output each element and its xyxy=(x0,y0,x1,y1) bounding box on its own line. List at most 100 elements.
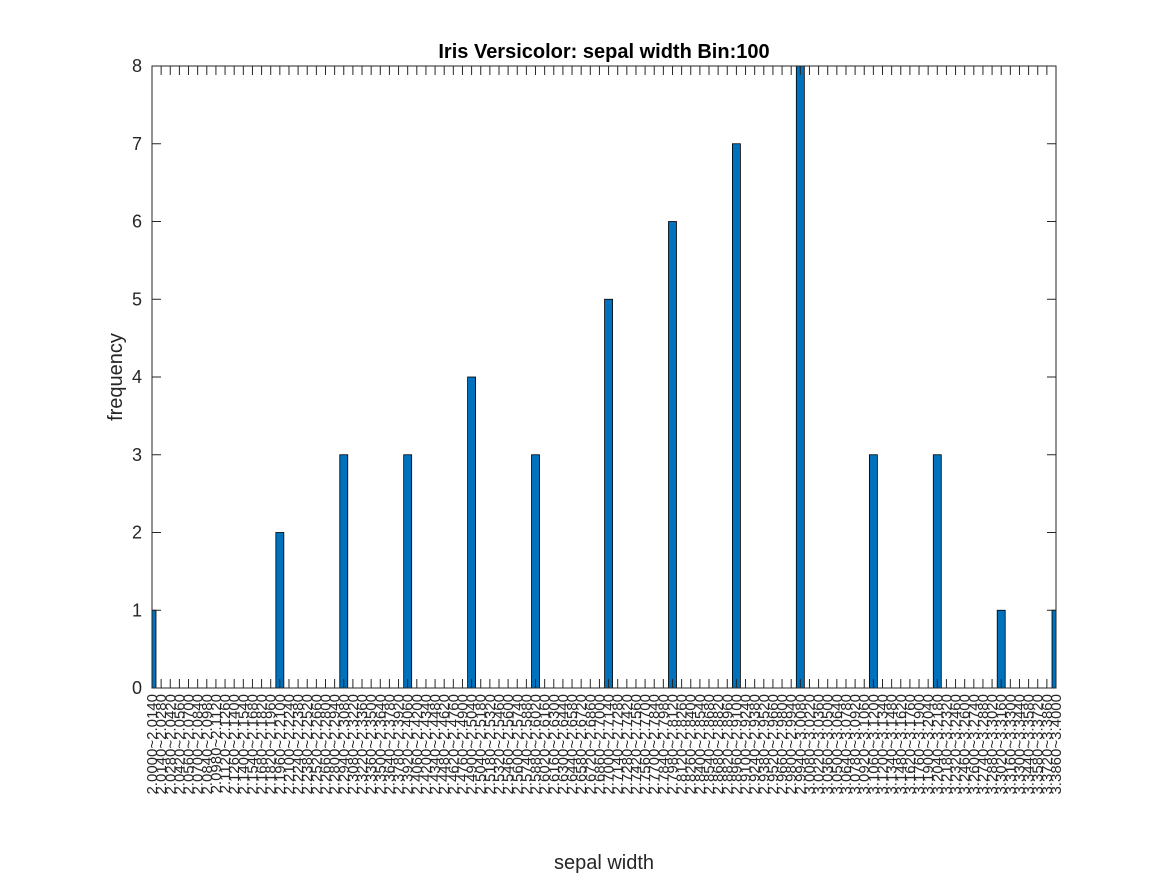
histogram-bar xyxy=(868,454,878,689)
y-tick-label: 0 xyxy=(132,678,142,698)
y-tick-label: 2 xyxy=(132,523,142,543)
x-tick-label: 2.3640~2.3780 xyxy=(381,694,398,795)
x-tick-label: 3.1620~3.1760 xyxy=(902,694,919,795)
x-tick-label: 3.1900~3.2040 xyxy=(920,694,937,795)
x-tick-label: 3.1200~3.1340 xyxy=(875,694,892,795)
histogram-bar xyxy=(795,65,805,689)
x-tick-label: 2.4480~2.4620 xyxy=(436,694,453,795)
x-tick-label: 2.7140~2.7280 xyxy=(610,694,627,795)
chart-title: Iris Versicolor: sepal width Bin:100 xyxy=(438,41,769,63)
x-tick-label: 2.7700~2.7840 xyxy=(646,694,663,795)
histogram-bar xyxy=(467,376,476,689)
y-tick-label: 4 xyxy=(132,367,142,387)
x-tick-label: 2.3500~2.3640 xyxy=(372,694,389,795)
x-tick-label: 3.2180~3.2320 xyxy=(938,694,955,795)
x-tick-label: 2.8960~2.9100 xyxy=(728,694,745,795)
histogram-bar xyxy=(668,221,677,689)
x-tick-label: 2.8400~2.8540 xyxy=(692,694,709,795)
x-tick-label: 3.0080~3.0220 xyxy=(801,694,818,795)
x-tick-label: 2.3220~2.3360 xyxy=(354,694,371,795)
histogram-bar xyxy=(151,609,157,689)
x-tick-label: 2.5460~2.5600 xyxy=(500,694,517,795)
x-tick-label: 2.1400~2.1540 xyxy=(235,694,252,795)
y-axis-label: frequency xyxy=(105,333,127,421)
x-tick-label: 3.3160~3.3300 xyxy=(1002,694,1019,795)
x-tick-label: 2.6160~2.6300 xyxy=(546,694,563,795)
y-tick-labels: 0 1 2 3 4 5 6 7 8 xyxy=(132,56,142,698)
x-tick-label: 2.9100~2.9240 xyxy=(738,694,755,795)
x-tick-label: 2.9940~3.0080 xyxy=(792,694,809,795)
x-tick-label: 2.9800~2.9940 xyxy=(783,694,800,795)
ticks-layer xyxy=(151,65,1057,689)
plot-area xyxy=(152,66,1056,688)
x-tick-label: 2.6580~2.6720 xyxy=(573,694,590,795)
x-tick-label: 3.1340~3.1480 xyxy=(884,694,901,795)
histogram-bar xyxy=(531,454,540,689)
y-tick-label: 1 xyxy=(132,600,142,620)
axes-box xyxy=(151,65,1057,689)
x-tick-label: 3.0780~3.0920 xyxy=(847,694,864,795)
x-tick-label: 3.3020~3.3160 xyxy=(993,694,1010,795)
x-tick-label: 3.2880~3.3020 xyxy=(984,694,1001,795)
x-tick-label: 2.0140~2.0280 xyxy=(153,694,170,795)
x-tick-label: 2.5040~2.5180 xyxy=(473,694,490,795)
x-tick-label: 2.2940~2.3080 xyxy=(336,694,353,795)
x-tick-label: 2.4760~2.4900 xyxy=(454,694,471,795)
x-tick-label: 2.6440~2.6580 xyxy=(564,694,581,795)
histogram-bar xyxy=(996,609,1006,689)
x-tick-label: 2.9240~2.9380 xyxy=(747,694,764,795)
x-tick-label: 2.5880~2.6020 xyxy=(528,694,545,795)
histogram-bar xyxy=(403,454,413,689)
x-tick-label: 2.6020~2.6160 xyxy=(537,694,554,795)
x-tick-label: 3.2460~3.2600 xyxy=(957,694,974,795)
histogram-bar xyxy=(732,143,741,689)
x-tick-label: 2.7420~2.7560 xyxy=(628,694,645,795)
histogram-bar xyxy=(275,532,285,689)
x-tick-label: 2.0700~2.0840 xyxy=(190,694,207,795)
x-axis-label: sepal width xyxy=(554,852,654,874)
x-tick-label: 2.5740~2.5880 xyxy=(518,694,535,795)
x-tick-label: 3.3300~3.3440 xyxy=(1011,694,1028,795)
x-tick-label: 2.5180~2.5320 xyxy=(482,694,499,795)
y-tick-label: 5 xyxy=(132,289,142,309)
x-tick-label: 2.8820~2.8960 xyxy=(719,694,736,795)
x-tick-label: 3.2320~3.2460 xyxy=(948,694,965,795)
x-tick-label: 2.0560~2.0700 xyxy=(181,694,198,795)
x-tick-label: 2.4900~2.5040 xyxy=(464,694,481,795)
histogram-bar xyxy=(339,454,349,689)
x-tick-label: 2.1960~2.2100 xyxy=(272,694,289,795)
x-tick-label: 3.3860~3.4000 xyxy=(1048,694,1065,795)
x-tick-label: 2.7000~2.7140 xyxy=(601,694,618,795)
x-tick-label: 2.0420~2.0560 xyxy=(171,694,188,795)
x-tick-label: 2.5600~2.5740 xyxy=(509,694,526,795)
x-tick-label: 2.7840~2.7980 xyxy=(655,694,672,795)
histogram-bar xyxy=(604,298,613,689)
x-tick-label: 3.2740~3.2880 xyxy=(975,694,992,795)
x-tick-label: 2.2100~2.2240 xyxy=(281,694,298,795)
y-tick-label: 3 xyxy=(132,445,142,465)
x-tick-label: 2.3360~2.3500 xyxy=(363,694,380,795)
x-tick-label: 2.9380~2.9520 xyxy=(756,694,773,795)
x-tick-label: 3.1760~3.1900 xyxy=(911,694,928,795)
x-tick-label: 3.0220~3.0360 xyxy=(811,694,828,795)
x-tick-label: 2.6720~2.6860 xyxy=(582,694,599,795)
x-tick-label: 2.6300~2.6440 xyxy=(555,694,572,795)
x-tick-label: 2.6860~2.7000 xyxy=(591,694,608,795)
x-tick-label: 2.4620~2.4760 xyxy=(445,694,462,795)
x-tick-label: 2.8680~2.8820 xyxy=(710,694,727,795)
x-tick-label: 3.2040~3.2180 xyxy=(929,694,946,795)
x-tick-label: 3.3440~3.3580 xyxy=(1021,694,1038,795)
x-tick-label: 2.0280~2.0420 xyxy=(162,694,179,795)
x-tick-label: 2.8260~2.8400 xyxy=(683,694,700,795)
x-tick-label: 3.0360~3.0500 xyxy=(820,694,837,795)
x-tick-label: 2.3780~2.3920 xyxy=(391,694,408,795)
x-tick-label: 2.0840~2.0980 xyxy=(199,694,216,795)
x-tick-label: 2.9660~2.9800 xyxy=(774,694,791,795)
x-tick-label: 2.1540~2.1680 xyxy=(244,694,261,795)
x-tick-label: 3.0640~3.0780 xyxy=(838,694,855,795)
x-tick-label: 3.0500~3.0640 xyxy=(829,694,846,795)
x-tick-label: 3.0920~3.1060 xyxy=(856,694,873,795)
y-tick-label: 8 xyxy=(132,56,142,76)
x-tick-label: 2.4200~2.4340 xyxy=(418,694,435,795)
x-tick-label: 2.2660~2.2800 xyxy=(317,694,334,795)
